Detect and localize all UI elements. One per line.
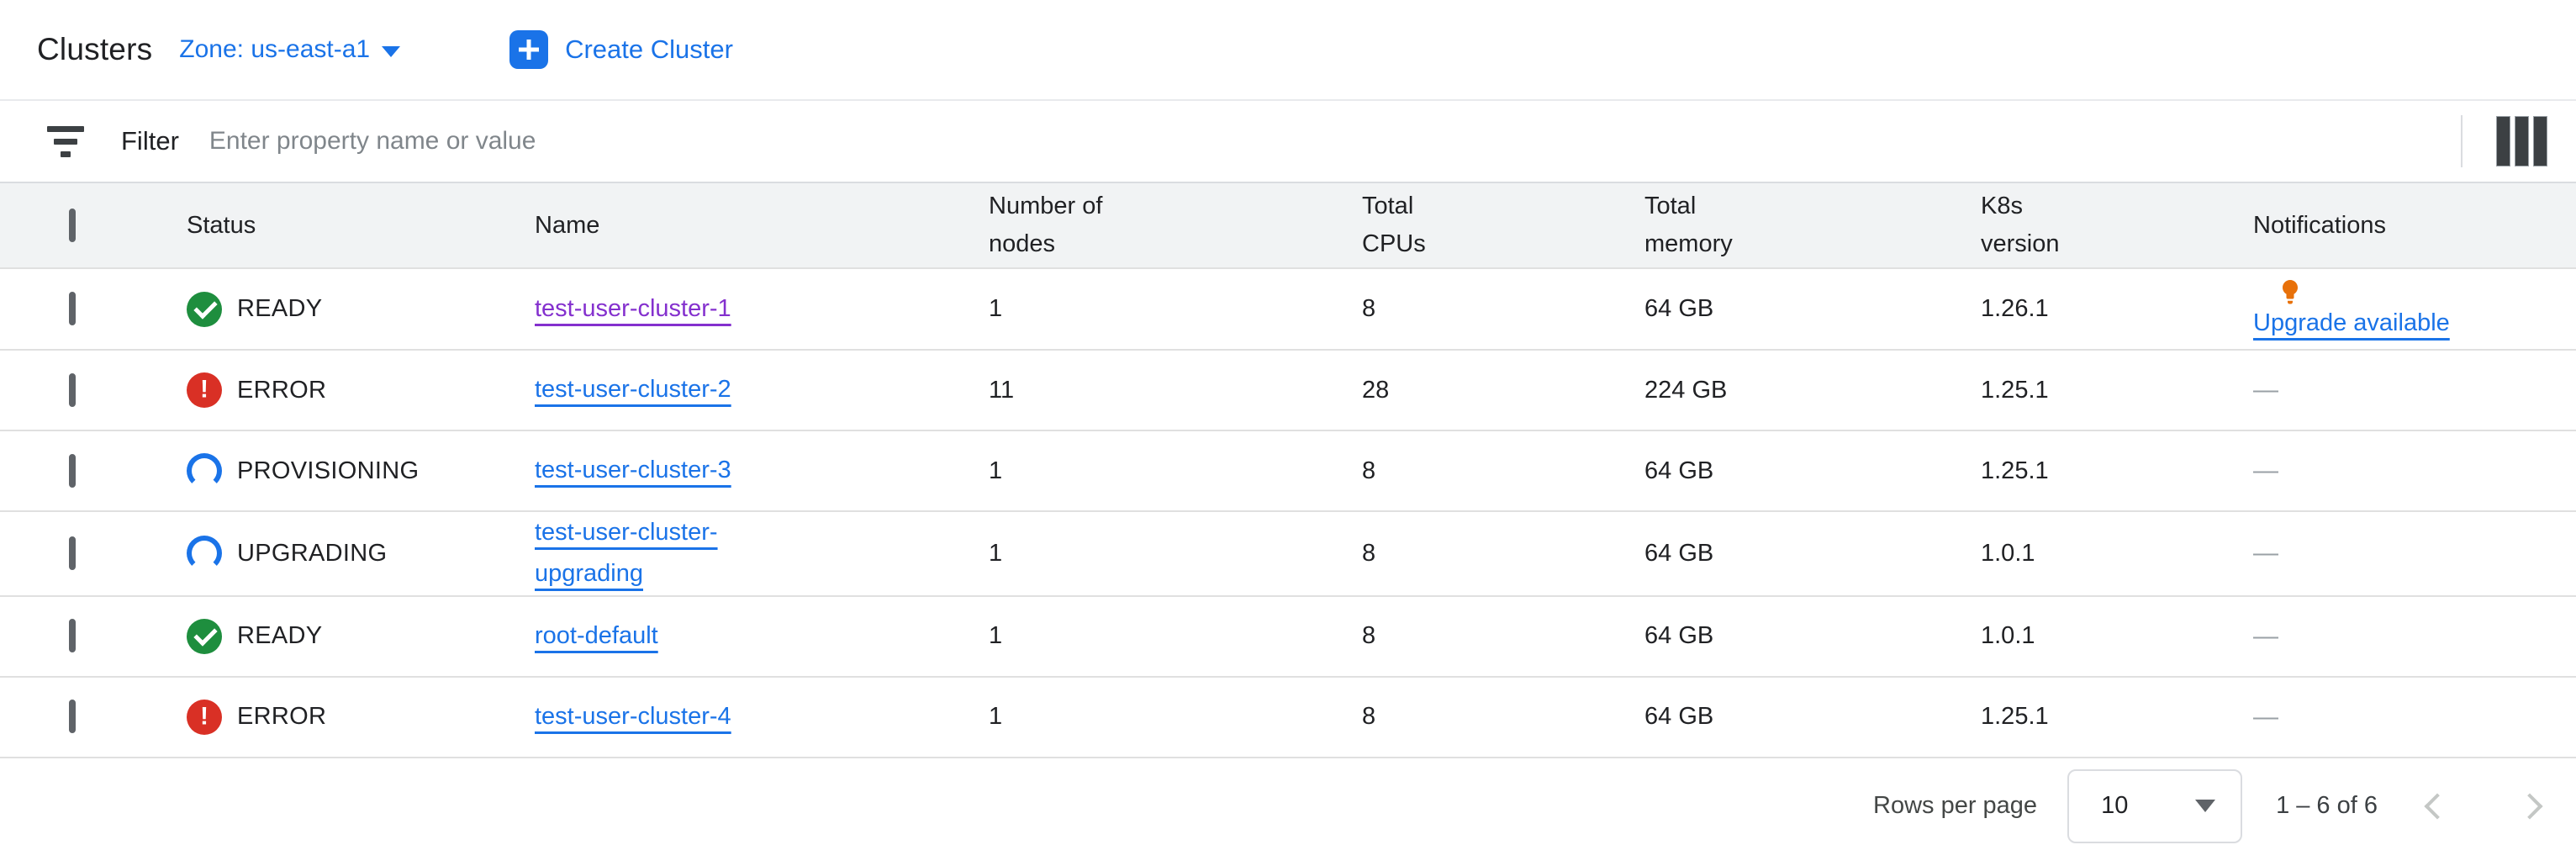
column-header-cpus: Total CPUs — [1362, 193, 1426, 257]
upgrade-available-link[interactable]: Upgrade available — [2253, 309, 2450, 336]
memory-value: 64 GB — [1644, 703, 1714, 731]
filter-label: Filter — [121, 126, 179, 156]
pagination-range: 1 – 6 of 6 — [2276, 792, 2378, 820]
rows-per-page-select[interactable]: 10 — [2067, 768, 2243, 843]
select-all-checkbox[interactable] — [69, 208, 76, 242]
no-notification-dash: — — [2253, 376, 2278, 404]
pagination-bar: Rows per page 10 1 – 6 of 6 — [0, 758, 2576, 854]
table-row: PROVISIONING test-user-cluster-3 1 8 64 … — [0, 431, 2576, 512]
page-header: Clusters Zone: us-east-a1 Create Cluster — [0, 0, 2576, 99]
status-label: ERROR — [237, 703, 327, 731]
table-row: ERROR test-user-cluster-4 1 8 64 GB 1.25… — [0, 678, 2576, 758]
k8s-version-value: 1.0.1 — [1981, 539, 2035, 567]
column-header-notifications: Notifications — [2253, 211, 2386, 239]
column-display-options-icon[interactable] — [2493, 113, 2551, 170]
filter-input[interactable] — [209, 127, 2431, 156]
chevron-down-icon — [2195, 800, 2216, 813]
table-row: UPGRADING test-user-cluster-upgrading 1 … — [0, 512, 2576, 597]
cpus-value: 8 — [1362, 622, 1376, 650]
row-checkbox[interactable] — [69, 700, 76, 734]
column-header-memory: Total memory — [1644, 193, 1733, 257]
nodes-value: 11 — [989, 376, 1015, 404]
k8s-version-value: 1.25.1 — [1981, 703, 2049, 731]
status-label: PROVISIONING — [237, 457, 420, 484]
nodes-value: 1 — [989, 703, 1003, 731]
column-header-k8s: K8s version — [1981, 193, 2060, 257]
lightbulb-icon — [2283, 280, 2298, 304]
memory-value: 64 GB — [1644, 622, 1714, 650]
status-error-icon — [187, 372, 222, 408]
table-header-row: Status Name Number of nodes Total CPUs T… — [0, 183, 2576, 269]
status-label: READY — [237, 622, 323, 650]
rows-per-page-value: 10 — [2101, 792, 2129, 820]
k8s-version-value: 1.0.1 — [1981, 622, 2035, 650]
cpus-value: 8 — [1362, 457, 1376, 484]
row-checkbox[interactable] — [69, 536, 76, 570]
status-progress-icon — [187, 536, 222, 572]
status-ready-icon — [187, 291, 222, 327]
k8s-version-value: 1.25.1 — [1981, 457, 2049, 484]
status-progress-icon — [187, 453, 222, 488]
row-checkbox[interactable] — [69, 372, 76, 407]
row-checkbox[interactable] — [69, 453, 76, 488]
memory-value: 64 GB — [1644, 457, 1714, 484]
cluster-name-link[interactable]: test-user-cluster-2 — [535, 376, 731, 404]
divider — [2461, 115, 2463, 167]
column-header-status: Status — [187, 211, 256, 239]
memory-value: 64 GB — [1644, 295, 1714, 322]
no-notification-dash: — — [2253, 621, 2278, 650]
table-row: READY test-user-cluster-1 1 8 64 GB 1.26… — [0, 269, 2576, 351]
status-label: READY — [237, 295, 323, 322]
row-checkbox[interactable] — [69, 292, 76, 325]
page-title: Clusters — [37, 32, 153, 66]
filter-icon — [47, 125, 84, 157]
chevron-down-icon — [382, 45, 401, 57]
nodes-value: 1 — [989, 457, 1003, 484]
cpus-value: 28 — [1362, 376, 1390, 404]
k8s-version-value: 1.25.1 — [1981, 376, 2049, 404]
cluster-name-link[interactable]: test-user-cluster-4 — [535, 702, 731, 730]
column-header-name: Name — [535, 211, 600, 239]
status-label: ERROR — [237, 376, 327, 404]
no-notification-dash: — — [2253, 539, 2278, 568]
table-row: READY root-default 1 8 64 GB 1.0.1 — — [0, 597, 2576, 678]
no-notification-dash: — — [2253, 457, 2278, 484]
rows-per-page-label: Rows per page — [1873, 792, 2038, 820]
zone-selector[interactable]: Zone: us-east-a1 — [179, 35, 401, 64]
cluster-name-link[interactable]: test-user-cluster-3 — [535, 457, 731, 484]
no-notification-dash: — — [2253, 702, 2278, 731]
nodes-value: 1 — [989, 295, 1003, 322]
cpus-value: 8 — [1362, 295, 1376, 322]
chevron-right-icon[interactable] — [2516, 793, 2543, 820]
nodes-value: 1 — [989, 622, 1003, 650]
plus-icon — [509, 30, 549, 69]
cluster-name-link[interactable]: test-user-cluster-upgrading — [535, 519, 718, 588]
k8s-version-value: 1.26.1 — [1981, 295, 2049, 322]
row-checkbox[interactable] — [69, 619, 76, 653]
cpus-value: 8 — [1362, 703, 1376, 731]
nodes-value: 1 — [989, 539, 1003, 567]
create-cluster-label: Create Cluster — [565, 34, 733, 64]
column-header-nodes: Number of nodes — [989, 193, 1103, 257]
status-ready-icon — [187, 618, 222, 654]
status-error-icon — [187, 699, 222, 735]
chevron-left-icon[interactable] — [2424, 793, 2451, 820]
memory-value: 224 GB — [1644, 376, 1728, 404]
cpus-value: 8 — [1362, 539, 1376, 567]
status-label: UPGRADING — [237, 539, 388, 567]
zone-selector-label: Zone: us-east-a1 — [179, 35, 371, 63]
cluster-name-link[interactable]: test-user-cluster-1 — [535, 294, 731, 322]
filter-bar: Filter — [0, 99, 2576, 183]
table-row: ERROR test-user-cluster-2 11 28 224 GB 1… — [0, 351, 2576, 431]
memory-value: 64 GB — [1644, 539, 1714, 567]
create-cluster-button[interactable]: Create Cluster — [509, 30, 733, 69]
cluster-name-link[interactable]: root-default — [535, 621, 658, 649]
